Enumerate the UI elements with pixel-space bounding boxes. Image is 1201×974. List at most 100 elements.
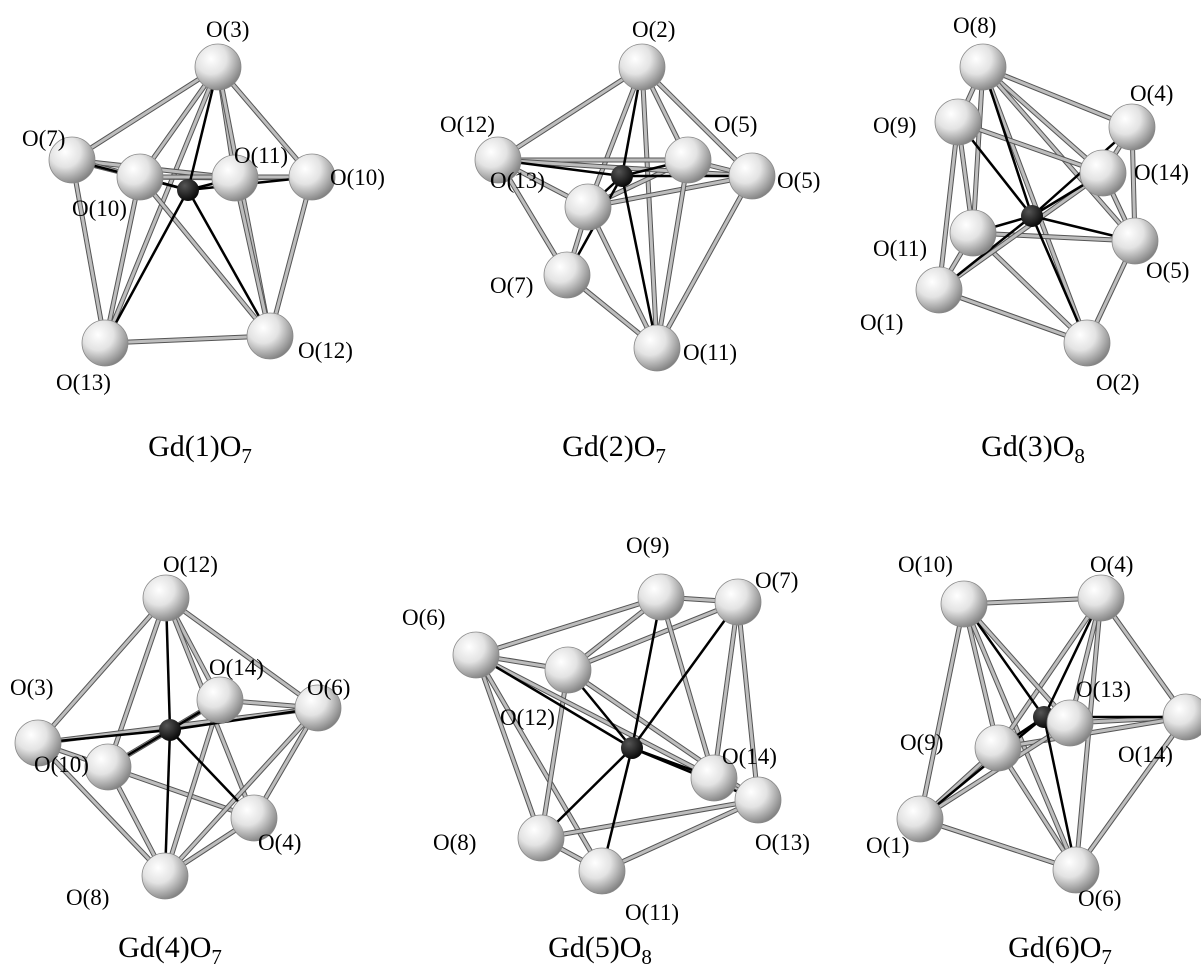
oxygen-atom <box>714 578 762 626</box>
oxygen-atom <box>1108 103 1156 151</box>
atom-label: O(8) <box>953 13 996 38</box>
atom-label: O(12) <box>500 705 555 730</box>
oxygen-atom <box>734 776 782 824</box>
oxygen-atom <box>288 153 336 201</box>
o-o-edge <box>474 654 543 839</box>
atom-label: O(8) <box>433 830 476 855</box>
caption-subscript: 7 <box>241 444 252 468</box>
oxygen-atom <box>141 852 189 900</box>
gadolinium-atom <box>611 165 633 187</box>
atoms <box>474 43 776 372</box>
oxygen-atom <box>1111 217 1159 265</box>
atom-label: O(3) <box>206 17 249 42</box>
atom-label: O(12) <box>163 552 218 577</box>
oxygen-atom <box>949 209 997 257</box>
o-o-edge <box>268 176 314 337</box>
o-o-edge <box>475 653 715 780</box>
atom-label: O(3) <box>10 675 53 700</box>
o-o-edge <box>103 176 142 344</box>
oxygen-atom <box>246 312 294 360</box>
atom-label: O(14) <box>1118 742 1173 767</box>
atom-label: O(13) <box>755 830 810 855</box>
caption-main: Gd(4)O <box>118 931 211 964</box>
polyhedron-gd3: O(8) O(4) O(9) O(14) O(11) O(5) O(1) O(2… <box>860 13 1189 468</box>
o-o-edge <box>971 66 985 234</box>
o-o-edge <box>138 176 272 337</box>
o-o-edge <box>107 765 255 820</box>
atom-label: O(12) <box>298 338 353 363</box>
oxygen-atom <box>934 98 982 146</box>
atom-label: O(6) <box>402 605 445 630</box>
atom-label: O(1) <box>866 833 909 858</box>
oxygen-atom <box>1077 574 1125 622</box>
o-o-edges <box>495 64 755 350</box>
caption-main: Gd(5)O <box>548 931 641 964</box>
gd-o-bond <box>620 175 659 349</box>
atom-label: O(6) <box>1078 886 1121 911</box>
atom-label: O(10) <box>34 752 89 777</box>
o-o-edge <box>996 747 1078 871</box>
o-o-edge <box>996 597 1103 749</box>
atom-label: O(2) <box>1096 370 1139 395</box>
o-o-edge <box>712 601 740 779</box>
atoms <box>896 574 1201 894</box>
atom-label: O(7) <box>755 568 798 593</box>
polyhedron-caption: Gd(3)O8 <box>981 430 1085 468</box>
o-o-edge <box>601 798 759 873</box>
o-o-edge <box>474 654 604 872</box>
polyhedron-gd6: O(10) O(4) O(13) O(9) O(14) O(1) O(6) Gd… <box>866 552 1201 969</box>
o-o-edge <box>918 603 966 820</box>
oxygen-atom <box>14 719 62 767</box>
atom-label: O(10) <box>72 196 127 221</box>
polyhedron-caption: Gd(2)O7 <box>562 430 666 468</box>
o-o-edge <box>233 177 272 337</box>
oxygen-atom <box>142 574 190 622</box>
atom-label: O(11) <box>683 340 737 365</box>
caption-subscript: 7 <box>655 444 666 468</box>
atom-label: O(14) <box>1134 160 1189 185</box>
atom-label: O(11) <box>234 143 288 168</box>
atom-label: O(6) <box>307 675 350 700</box>
o-o-edge <box>163 706 320 878</box>
gadolinium-atom <box>159 719 181 741</box>
o-o-edge <box>981 66 1089 344</box>
o-o-edge <box>475 595 662 657</box>
o-o-edge <box>540 798 759 840</box>
caption-main: Gd(6)O <box>1008 931 1101 964</box>
gd-o-bond <box>981 66 1034 217</box>
atom-label: O(2) <box>632 17 675 42</box>
oxygen-atom <box>896 795 944 843</box>
gd-o-bond <box>186 189 272 337</box>
atom-label: O(4) <box>1090 552 1133 577</box>
gd-o-bond <box>169 706 319 732</box>
o-o-edge <box>659 596 716 779</box>
oxygen-atom <box>637 573 685 621</box>
o-o-edge <box>587 174 753 209</box>
caption-subscript: 7 <box>1101 945 1112 969</box>
oxygen-atom <box>974 724 1022 772</box>
atom-label: O(9) <box>873 113 916 138</box>
atom-label: O(1) <box>860 310 903 335</box>
gd-o-bond <box>919 716 1045 820</box>
oxygen-atom <box>1052 846 1100 894</box>
oxygen-atom <box>1162 693 1201 741</box>
oxygen-atom <box>618 43 666 91</box>
oxygen-atom <box>959 43 1007 91</box>
o-o-edge <box>1099 597 1188 718</box>
caption-main: Gd(2)O <box>562 430 655 463</box>
polyhedron-caption: Gd(5)O8 <box>548 931 652 969</box>
o-o-edge <box>640 65 754 178</box>
caption-subscript: 8 <box>1074 444 1085 468</box>
o-o-edge <box>997 715 1187 750</box>
oxygen-atom <box>81 319 129 367</box>
atom-label: O(5) <box>1146 258 1189 283</box>
atom-label: O(14) <box>722 744 777 769</box>
o-o-edge <box>938 288 1088 345</box>
oxygen-atom <box>544 646 592 694</box>
oxygen-atom <box>84 743 132 791</box>
oxygen-atom <box>474 136 522 184</box>
o-o-edge <box>497 65 643 162</box>
caption-subscript: 8 <box>641 945 652 969</box>
oxygen-atom <box>633 324 681 372</box>
